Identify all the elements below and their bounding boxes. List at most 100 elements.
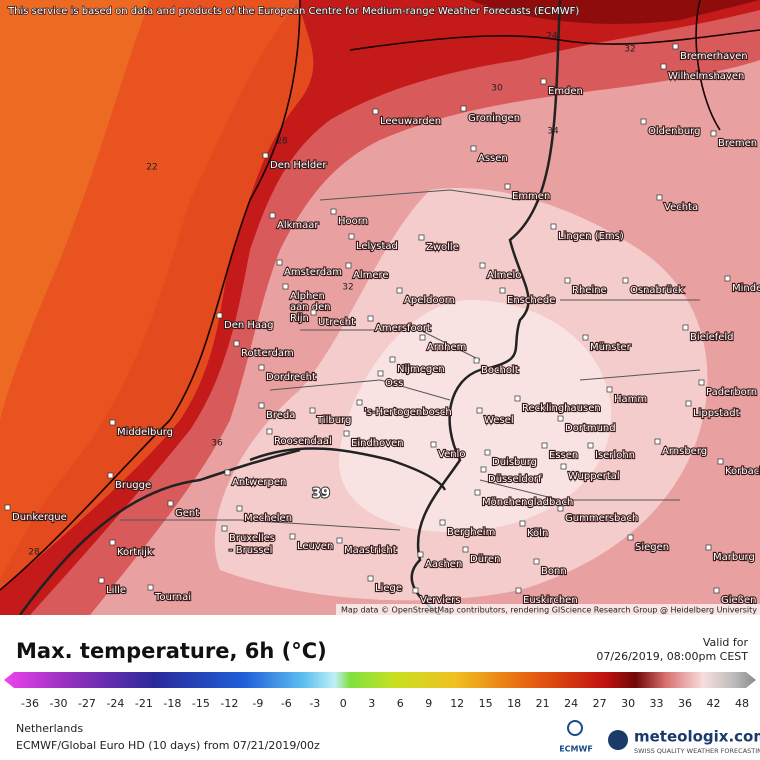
city-label: Arnhem	[427, 342, 466, 353]
legend: Max. temperature, 6h (°C) Valid for 07/2…	[4, 636, 760, 755]
city-label: Dortmund	[565, 423, 616, 434]
city-marker	[499, 287, 506, 294]
city-marker	[685, 400, 692, 407]
city-marker	[717, 458, 724, 465]
city-label: Den Helder	[270, 160, 327, 171]
city-label: Marburg	[713, 552, 755, 563]
city-label: Venlo	[438, 449, 465, 460]
city-label: Düsseldorf	[488, 474, 542, 485]
city-label: Gießen	[721, 595, 756, 606]
city-marker	[515, 587, 522, 594]
city-label: Mönchengladbach	[482, 497, 573, 508]
city-marker	[439, 519, 446, 526]
city-label: Assen	[478, 153, 508, 164]
city-label: Bremen	[718, 138, 757, 149]
colorbar-tick-label: 42	[707, 697, 721, 710]
city-marker	[713, 587, 720, 594]
city-label: Lingen (Ems)	[558, 231, 624, 242]
city-label: Kortrijk	[117, 547, 153, 558]
contour-label: 28	[28, 548, 40, 558]
city-label: Tournai	[154, 592, 191, 603]
city-label: Mechelen	[244, 513, 292, 524]
city-marker	[640, 118, 647, 125]
city-label: Arnsberg	[662, 446, 707, 457]
city-marker	[236, 505, 243, 512]
city-label: Maastricht	[344, 545, 397, 556]
city-marker	[269, 212, 276, 219]
city-label: Siegen	[635, 542, 669, 553]
city-label: Almere	[353, 270, 389, 281]
city-marker	[724, 275, 731, 282]
city-marker	[345, 262, 352, 269]
city-marker	[470, 145, 477, 152]
city-marker	[533, 558, 540, 565]
city-marker	[221, 525, 228, 532]
colorbar-tick-label: -30	[49, 697, 67, 710]
city-marker	[479, 262, 486, 269]
city-label: Groningen	[468, 113, 520, 124]
city-marker	[710, 130, 717, 137]
city-label: Lelystad	[356, 241, 398, 252]
city-label: Wesel	[484, 415, 514, 426]
city-label: Paderborn	[706, 387, 757, 398]
colorbar-tick-label: 6	[397, 697, 404, 710]
city-marker	[109, 539, 116, 546]
colorbar-tick-label: 33	[650, 697, 664, 710]
colorbar	[4, 672, 756, 688]
city-label: Münster	[590, 342, 632, 353]
city-marker	[289, 533, 296, 540]
city-label: Alphen aan den Rijn	[290, 291, 331, 324]
colorbar-tick-label: -36	[21, 697, 39, 710]
city-marker	[557, 415, 564, 422]
city-marker	[606, 386, 613, 393]
city-marker	[216, 312, 223, 319]
city-marker	[476, 407, 483, 414]
city-marker	[587, 442, 594, 449]
city-marker	[484, 449, 491, 456]
city-marker	[330, 208, 337, 215]
colorbar-tick-label: 12	[450, 697, 464, 710]
city-marker	[109, 419, 116, 426]
city-marker	[519, 520, 526, 527]
valid-label: Valid for	[703, 636, 749, 649]
city-label: Leeuwarden	[380, 116, 441, 127]
city-marker	[430, 441, 437, 448]
city-label: Vechta	[664, 202, 698, 213]
city-label: Köln	[527, 528, 548, 539]
city-marker	[682, 324, 689, 331]
city-label: Bremerhaven	[680, 51, 748, 62]
city-marker	[541, 442, 548, 449]
city-marker	[396, 287, 403, 294]
city-label: Almelo	[487, 270, 521, 281]
model-run: ECMWF/Global Euro HD (10 days) from 07/2…	[16, 739, 320, 752]
city-label: Wilhelmshaven	[668, 71, 744, 82]
city-label: Emmen	[512, 191, 550, 202]
city-label: Roosendaal	[274, 436, 332, 447]
city-label: Nijmegen	[397, 364, 445, 375]
city-label: Recklinghausen	[522, 403, 601, 414]
city-label: Duisburg	[492, 457, 537, 468]
colorbar-tick-label: 24	[564, 697, 578, 710]
city-label: Dunkerque	[12, 512, 67, 523]
city-label: Bielefeld	[690, 332, 734, 343]
city-marker	[705, 544, 712, 551]
city-label: Hamm	[614, 394, 647, 405]
region: Netherlands	[16, 722, 83, 735]
city-label: Enschede	[507, 295, 555, 306]
city-marker	[460, 105, 467, 112]
city-label: Aachen	[425, 559, 462, 570]
city-marker	[389, 356, 396, 363]
city-marker	[282, 283, 289, 290]
city-label: Alkmaar	[277, 220, 319, 231]
brand: meteologix.com	[634, 728, 760, 746]
contour-label: 36	[211, 439, 223, 449]
city-marker	[343, 430, 350, 437]
colorbar-tick-label: -12	[220, 697, 238, 710]
city-marker	[557, 505, 564, 512]
city-label: Middelburg	[117, 427, 173, 438]
city-label: Oss	[385, 378, 403, 389]
colorbar-tick-label: -15	[192, 697, 210, 710]
city-marker	[504, 183, 511, 190]
city-marker	[372, 108, 379, 115]
city-marker	[367, 575, 374, 582]
